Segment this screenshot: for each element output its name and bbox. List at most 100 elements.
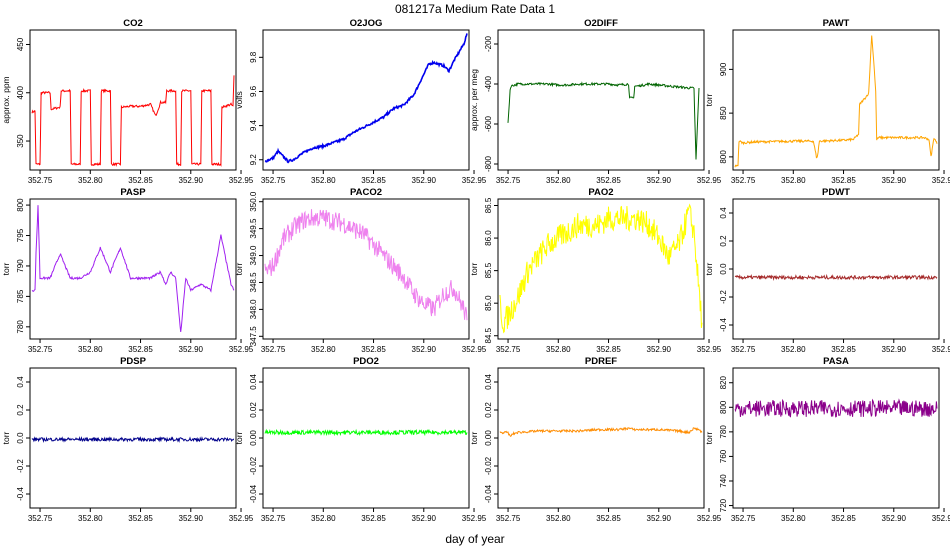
x-tick-label: 352.90 bbox=[647, 345, 672, 354]
y-tick-label: 349.0 bbox=[249, 245, 258, 266]
x-tick-label: 352.75 bbox=[261, 345, 286, 354]
y-tick-label: -0.04 bbox=[249, 484, 258, 503]
y-tick-label: 84.5 bbox=[484, 327, 493, 343]
x-tick-label: 352.80 bbox=[311, 176, 336, 185]
y-tick-label: 785 bbox=[16, 289, 25, 303]
plot-frame bbox=[732, 198, 940, 340]
x-tick-label: 352.80 bbox=[546, 176, 571, 185]
panel-pawt: PAWT 352.75 352.80 352.85 352.90 352.95 800 850… bbox=[704, 18, 950, 185]
y-axis-label: approx. ppm bbox=[1, 76, 11, 123]
y-tick-label: 0.0 bbox=[719, 263, 728, 275]
y-tick-label: 86.5 bbox=[484, 197, 493, 213]
x-tick-label: 352.90 bbox=[647, 176, 672, 185]
y-tick-label: 0.00 bbox=[484, 430, 493, 446]
y-tick-label: 350.0 bbox=[249, 191, 258, 212]
series-line-pasp bbox=[31, 205, 235, 332]
y-tick-label: 348.5 bbox=[249, 272, 258, 293]
plot-frame bbox=[262, 367, 470, 509]
y-axis-label: torr bbox=[1, 431, 11, 444]
panel-paco2: PACO2 352.75 352.80 352.85 352.90 352.95 347.5… bbox=[234, 187, 487, 354]
panel-pasa: PASA 352.75 352.80 352.85 352.90 352.95 720 740… bbox=[704, 356, 950, 523]
x-tick-label: 352.85 bbox=[128, 345, 153, 354]
x-tick-label: 352.95 bbox=[932, 345, 950, 354]
y-tick-label: 0.02 bbox=[484, 402, 493, 418]
y-tick-label: 820 bbox=[719, 376, 728, 390]
y-tick-label: 9.8 bbox=[249, 51, 258, 63]
x-tick-label: 352.80 bbox=[546, 514, 571, 523]
panel-o2diff: O2DIFF 352.75 352.80 352.85 352.90 352.95 -800… bbox=[469, 18, 722, 185]
x-tick-label: 352.95 bbox=[462, 514, 487, 523]
x-tick-label: 352.90 bbox=[647, 514, 672, 523]
plot-frame bbox=[732, 367, 940, 509]
x-tick-label: 352.90 bbox=[882, 345, 907, 354]
x-tick-label: 352.95 bbox=[697, 345, 722, 354]
y-axis-label: torr bbox=[234, 431, 244, 444]
x-tick-label: 352.90 bbox=[882, 176, 907, 185]
x-tick-label: 352.75 bbox=[28, 514, 53, 523]
x-tick-label: 352.85 bbox=[361, 345, 386, 354]
panel-title: PDREF bbox=[585, 356, 617, 367]
figure-xlabel: day of year bbox=[445, 532, 504, 546]
y-tick-label: 349.5 bbox=[249, 218, 258, 239]
x-tick-label: 352.80 bbox=[781, 176, 806, 185]
x-tick-label: 352.90 bbox=[412, 345, 437, 354]
series-line-pao2 bbox=[499, 203, 703, 334]
x-tick-label: 352.75 bbox=[731, 345, 756, 354]
x-tick-label: 352.85 bbox=[596, 345, 621, 354]
x-tick-label: 352.85 bbox=[596, 176, 621, 185]
y-tick-label: 740 bbox=[719, 474, 728, 488]
series-line-pdo2 bbox=[264, 428, 468, 437]
panel-title: PDO2 bbox=[353, 356, 379, 367]
panel-pasp: PASP 352.75 352.80 352.85 352.90 352.95 780 785… bbox=[1, 187, 254, 354]
panel-title: PASA bbox=[823, 356, 849, 367]
y-tick-label: 0.04 bbox=[249, 374, 258, 390]
x-tick-label: 352.75 bbox=[496, 176, 521, 185]
y-tick-label: -200 bbox=[484, 35, 493, 52]
y-tick-label: -0.4 bbox=[16, 487, 25, 501]
y-axis-label: torr bbox=[469, 262, 479, 275]
x-tick-label: 352.95 bbox=[462, 345, 487, 354]
panel-pdsp: PDSP 352.75 352.80 352.85 352.90 352.95 -0.4 -0… bbox=[1, 356, 254, 523]
x-tick-label: 352.75 bbox=[261, 176, 286, 185]
x-tick-label: 352.80 bbox=[311, 514, 336, 523]
x-tick-label: 352.75 bbox=[28, 345, 53, 354]
x-tick-label: 352.90 bbox=[179, 345, 204, 354]
y-tick-label: 85.0 bbox=[484, 295, 493, 311]
y-tick-label: 720 bbox=[719, 498, 728, 512]
x-tick-label: 352.85 bbox=[361, 514, 386, 523]
y-tick-label: -0.02 bbox=[484, 456, 493, 475]
x-tick-label: 352.80 bbox=[781, 345, 806, 354]
y-tick-label: -0.4 bbox=[719, 318, 728, 332]
x-tick-label: 352.80 bbox=[78, 176, 103, 185]
y-tick-label: 800 bbox=[719, 400, 728, 414]
panel-title: O2JOG bbox=[350, 18, 383, 29]
y-tick-label: 850 bbox=[719, 106, 728, 120]
panel-co2: CO2 352.75 352.80 352.85 352.90 352.95 350 400 4… bbox=[1, 18, 254, 185]
panel-title: PDSP bbox=[120, 356, 147, 367]
y-tick-label: 0.00 bbox=[249, 430, 258, 446]
x-tick-label: 352.80 bbox=[781, 514, 806, 523]
panel-title: O2DIFF bbox=[584, 18, 618, 29]
x-tick-label: 352.75 bbox=[731, 176, 756, 185]
plot-frame bbox=[497, 198, 705, 340]
x-tick-label: 352.90 bbox=[412, 176, 437, 185]
y-tick-label: 0.0 bbox=[16, 432, 25, 444]
x-tick-label: 352.95 bbox=[697, 514, 722, 523]
y-tick-label: 350 bbox=[16, 134, 25, 148]
y-tick-label: 780 bbox=[16, 320, 25, 334]
y-tick-label: -0.04 bbox=[484, 484, 493, 503]
x-tick-label: 352.80 bbox=[546, 345, 571, 354]
x-tick-label: 352.85 bbox=[361, 176, 386, 185]
x-tick-label: 352.85 bbox=[128, 176, 153, 185]
x-tick-label: 352.75 bbox=[496, 514, 521, 523]
plot-frame bbox=[29, 198, 237, 340]
y-axis-label: torr bbox=[704, 262, 714, 275]
y-tick-label: 0.2 bbox=[719, 235, 728, 247]
series-line-pdref bbox=[499, 426, 703, 437]
x-tick-label: 352.95 bbox=[697, 176, 722, 185]
y-tick-label: -600 bbox=[484, 115, 493, 132]
y-tick-label: 348.0 bbox=[249, 299, 258, 320]
y-tick-label: 9.6 bbox=[249, 85, 258, 97]
y-tick-label: 780 bbox=[719, 425, 728, 439]
